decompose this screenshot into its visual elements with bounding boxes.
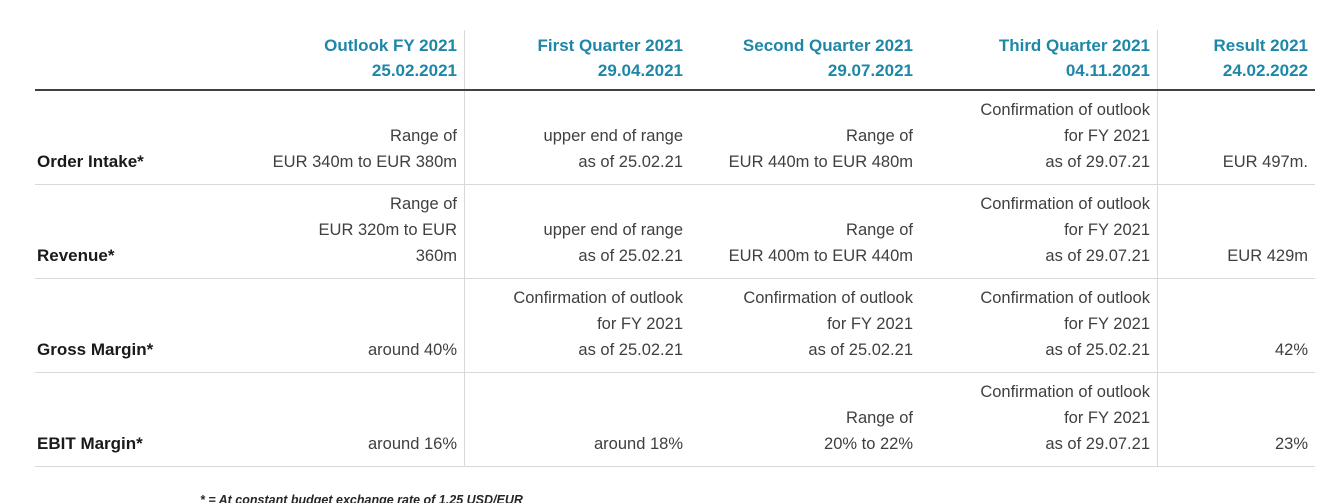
- row-label: Revenue*: [37, 246, 115, 265]
- cell-result: 23%: [1274, 435, 1308, 453]
- cell-q2: Range of 20% to 22%: [824, 409, 913, 453]
- header-date: 04.11.2021: [1065, 61, 1150, 80]
- header-title: First Quarter 2021: [537, 36, 683, 55]
- header-first-quarter-2021: First Quarter 2021 29.04.2021: [465, 30, 690, 89]
- header-second-quarter-2021: Second Quarter 2021 29.07.2021: [690, 30, 920, 89]
- cell-outlook: Range of EUR 340m to EUR 380m: [240, 91, 465, 184]
- header-title: Result 2021: [1213, 36, 1309, 55]
- cell-result: EUR 429m: [1227, 247, 1308, 265]
- row-label: Order Intake*: [37, 152, 144, 171]
- header-title: Outlook FY 2021: [324, 36, 457, 55]
- cell-q2: Confirmation of outlook for FY 2021 as o…: [743, 289, 913, 359]
- header-outlook-fy2021: Outlook FY 2021 25.02.2021: [240, 30, 465, 89]
- cell-q3: Confirmation of outlook for FY 2021 as o…: [920, 91, 1158, 184]
- header-third-quarter-2021: Third Quarter 2021 04.11.2021: [920, 30, 1158, 89]
- cell-q3: Confirmation of outlook for FY 2021 as o…: [920, 373, 1158, 466]
- cell-q3: Confirmation of outlook for FY 2021 as o…: [920, 279, 1158, 372]
- cell-outlook: around 40%: [240, 279, 465, 372]
- cell-outlook: around 16%: [240, 373, 465, 466]
- header-date: 24.02.2022: [1222, 61, 1308, 80]
- cell-q2: Range of EUR 400m to EUR 440m: [728, 221, 913, 265]
- header-date: 25.02.2021: [371, 61, 457, 80]
- table-header-row: Outlook FY 2021 25.02.2021 First Quarter…: [35, 30, 1315, 91]
- cell-q1: Confirmation of outlook for FY 2021 as o…: [513, 289, 683, 359]
- header-spacer: [35, 30, 240, 89]
- header-date: 29.04.2021: [597, 61, 683, 80]
- cell-result: 42%: [1274, 341, 1308, 359]
- footnote: * = At constant budget exchange rate of …: [200, 493, 523, 503]
- cell-q2: Range of EUR 440m to EUR 480m: [728, 127, 913, 171]
- cell-q3: Confirmation of outlook for FY 2021 as o…: [920, 185, 1158, 278]
- table-row-order-intake: Order Intake* Range of EUR 340m to EUR 3…: [35, 91, 1315, 185]
- header-title: Second Quarter 2021: [742, 36, 913, 55]
- header-title: Third Quarter 2021: [998, 36, 1150, 55]
- table-row-revenue: Revenue* Range of EUR 320m to EUR 360m u…: [35, 185, 1315, 279]
- cell-q1: around 18%: [594, 435, 683, 453]
- row-label: Gross Margin*: [37, 340, 154, 359]
- row-label: EBIT Margin*: [37, 434, 143, 453]
- header-result-2021: Result 2021 24.02.2022: [1158, 30, 1315, 89]
- table-row-ebit-margin: EBIT Margin* around 16% around 18% Range…: [35, 373, 1315, 467]
- cell-result: EUR 497m.: [1222, 153, 1308, 171]
- cell-outlook: Range of EUR 320m to EUR 360m: [240, 185, 465, 278]
- table-row-gross-margin: Gross Margin* around 40% Confirmation of…: [35, 279, 1315, 373]
- cell-q1: upper end of range as of 25.02.21: [543, 221, 683, 265]
- header-date: 29.07.2021: [827, 61, 913, 80]
- cell-q1: upper end of range as of 25.02.21: [543, 127, 683, 171]
